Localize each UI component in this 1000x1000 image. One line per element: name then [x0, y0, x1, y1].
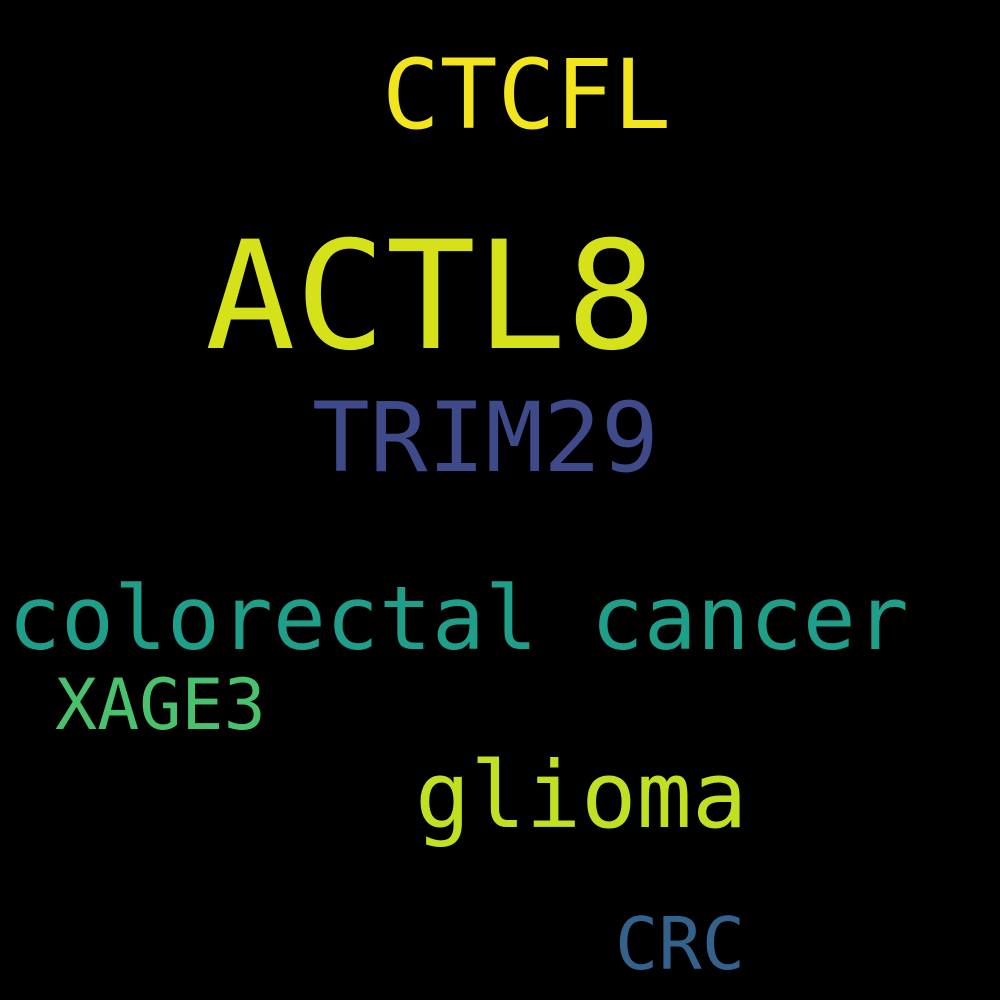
word-xage3: XAGE3 [55, 664, 266, 746]
word-glioma: glioma [415, 742, 748, 849]
word-actl8: ACTL8 [205, 210, 657, 384]
word-colorectal-cancer: colorectal cancer [8, 567, 909, 670]
word-ctcfl: CTCFL [382, 39, 671, 151]
word-crc: CRC [615, 902, 746, 986]
word-trim29: TRIM29 [312, 382, 659, 494]
